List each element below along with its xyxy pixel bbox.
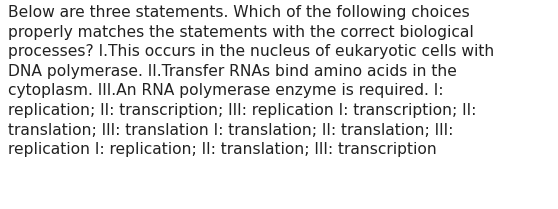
Text: Below are three statements. Which of the following choices
properly matches the : Below are three statements. Which of the… — [8, 5, 494, 157]
